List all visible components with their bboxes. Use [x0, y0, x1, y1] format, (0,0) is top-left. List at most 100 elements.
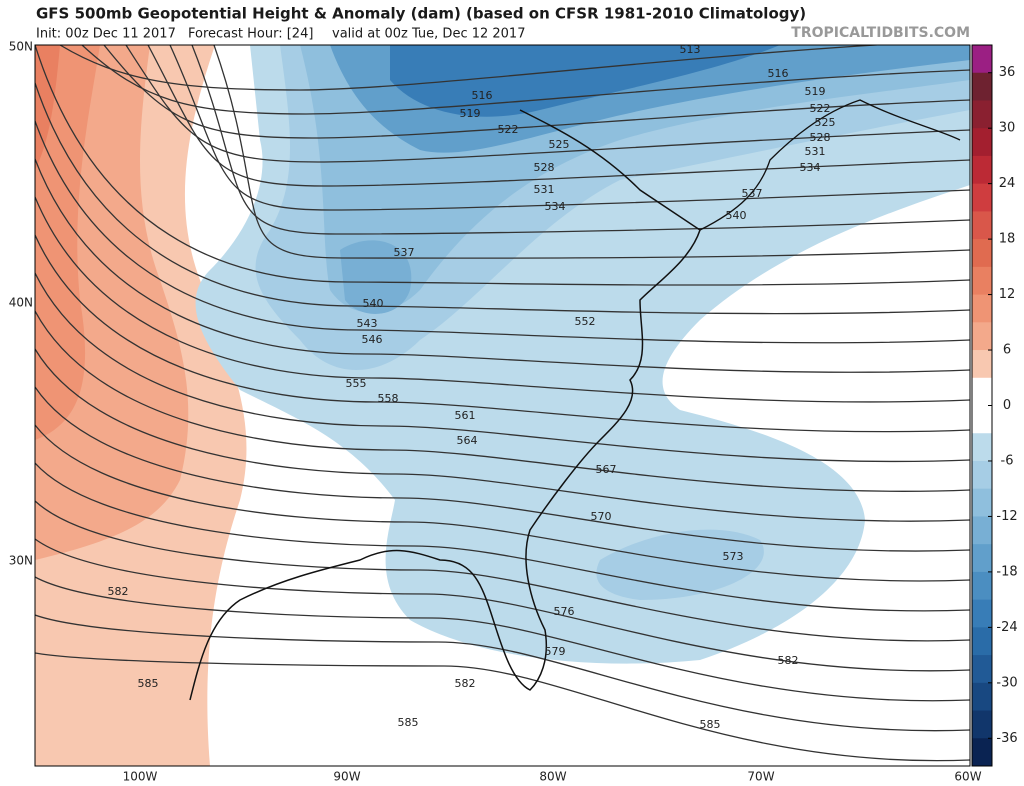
- contour-label: 546: [362, 333, 383, 346]
- colorbar-bin: [972, 239, 992, 268]
- longitude-label: 60W: [954, 770, 981, 784]
- colorbar-tick-label: 6: [1003, 343, 1011, 358]
- colorbar-tick-label: 18: [999, 232, 1016, 247]
- map-area: [35, 45, 970, 766]
- contour-line: [35, 45, 970, 286]
- colorbar-bin: [972, 627, 992, 656]
- colorbar-bin: [972, 322, 992, 351]
- contour-label: 540: [726, 209, 747, 222]
- colorbar-bin: [972, 45, 992, 74]
- contour-label: 567: [596, 463, 617, 476]
- source: TROPICALTIDBITS.COM: [791, 25, 970, 41]
- contour-label: 522: [810, 102, 831, 115]
- colorbar-bin: [972, 266, 992, 296]
- colorbar-tick-label: -24: [996, 620, 1017, 635]
- anomaly-negative: [340, 240, 412, 314]
- latitude-label: 30N: [9, 554, 33, 568]
- contour-label: 516: [472, 89, 493, 102]
- contour-label: 525: [815, 116, 836, 129]
- contour-label: 555: [346, 377, 367, 390]
- colorbar-bin: [972, 211, 992, 240]
- longitude-label: 80W: [539, 770, 566, 784]
- colorbar-bin: [972, 516, 992, 545]
- colorbar-bin: [972, 72, 992, 101]
- contour-line: [147, 45, 970, 187]
- contour-line: [59, 45, 886, 91]
- contour-label: 582: [108, 585, 129, 598]
- contour-label: 537: [742, 187, 763, 200]
- contour-label: 519: [460, 107, 481, 120]
- contour-label: 570: [591, 510, 612, 523]
- contour-label: 531: [805, 145, 826, 158]
- contour-label: 576: [554, 605, 575, 618]
- colorbar-tick-label: 12: [999, 287, 1016, 302]
- contour-label: 525: [549, 138, 570, 151]
- contour-line: [35, 652, 970, 762]
- latitude-label: 40N: [9, 296, 33, 310]
- longitude-label: 90W: [333, 770, 360, 784]
- anomaly-negative: [596, 529, 764, 600]
- colorbar-tick-label: -12: [996, 509, 1017, 524]
- contour-label: 561: [455, 409, 476, 422]
- contour-line: [35, 234, 970, 433]
- contour-line: [35, 196, 970, 403]
- contour-label: 579: [545, 645, 566, 658]
- contour-line: [35, 158, 970, 373]
- contour-line: [35, 500, 970, 642]
- contour-label: 540: [363, 297, 384, 310]
- valid-time: valid at 00z Tue, Dec 12 2017: [332, 27, 525, 42]
- colorbar-tick-label: 24: [999, 176, 1016, 191]
- colorbar-tick-label: -6: [1001, 453, 1014, 468]
- colorbar-bin: [972, 544, 992, 573]
- longitude-label: 70W: [747, 770, 774, 784]
- coastline: [699, 99, 961, 231]
- colorbar-tick-label: 30: [999, 121, 1016, 136]
- colorbar-bin: [972, 350, 992, 379]
- contour-label: 585: [398, 716, 419, 729]
- contour-label: 552: [575, 315, 596, 328]
- colorbar-bin: [972, 100, 992, 129]
- contour-line: [35, 310, 970, 492]
- init-time: Init: 00z Dec 11 2017: [36, 27, 176, 42]
- colorbar-bin: [972, 682, 992, 712]
- colorbar: 36 30 24 18 12 6 0 -6 -12 -18 -24 -30 -36: [971, 44, 1018, 767]
- anomaly-negative: [390, 45, 780, 117]
- contour-line: [35, 614, 970, 732]
- colorbar-bin: [972, 488, 992, 517]
- contour-label: 528: [534, 161, 555, 174]
- forecast-hour: Forecast Hour: [24]: [188, 27, 313, 42]
- contour-line: [35, 272, 970, 463]
- contour-label: 519: [805, 85, 826, 98]
- title: GFS 500mb Geopotential Height & Anomaly …: [36, 5, 806, 23]
- latitude-label: 50N: [9, 40, 33, 54]
- contour-label: 573: [723, 550, 744, 563]
- contour-line: [35, 386, 970, 552]
- contour-label: 537: [394, 246, 415, 259]
- longitude-label: 100W: [123, 770, 158, 784]
- colorbar-bin: [972, 128, 992, 157]
- colorbar-tick-label: -30: [996, 675, 1017, 690]
- colorbar-tick-label: 0: [1003, 398, 1011, 413]
- colorbar-bin: [972, 183, 992, 212]
- colorbar-bin: [972, 710, 992, 739]
- colorbar-tick-label: -18: [996, 564, 1017, 579]
- coastline: [189, 109, 701, 701]
- colorbar-bin: [972, 655, 992, 684]
- contour-label: 531: [534, 183, 555, 196]
- contour-line: [35, 424, 970, 582]
- contour-line: [35, 462, 970, 612]
- contour-label: 558: [378, 392, 399, 405]
- contour-label: 582: [778, 654, 799, 667]
- contour-line: [213, 45, 970, 259]
- contour-label: 534: [800, 161, 821, 174]
- colorbar-bin: [972, 294, 992, 323]
- contour-label: 522: [498, 123, 519, 136]
- colorbar-tick-label: 36: [999, 65, 1016, 80]
- contour-line: [35, 538, 970, 672]
- contour-label: 585: [700, 718, 721, 731]
- contour-label: 582: [455, 677, 476, 690]
- contour-label: 513: [680, 43, 701, 56]
- contour-label: 543: [357, 317, 378, 330]
- contour-line: [191, 45, 970, 235]
